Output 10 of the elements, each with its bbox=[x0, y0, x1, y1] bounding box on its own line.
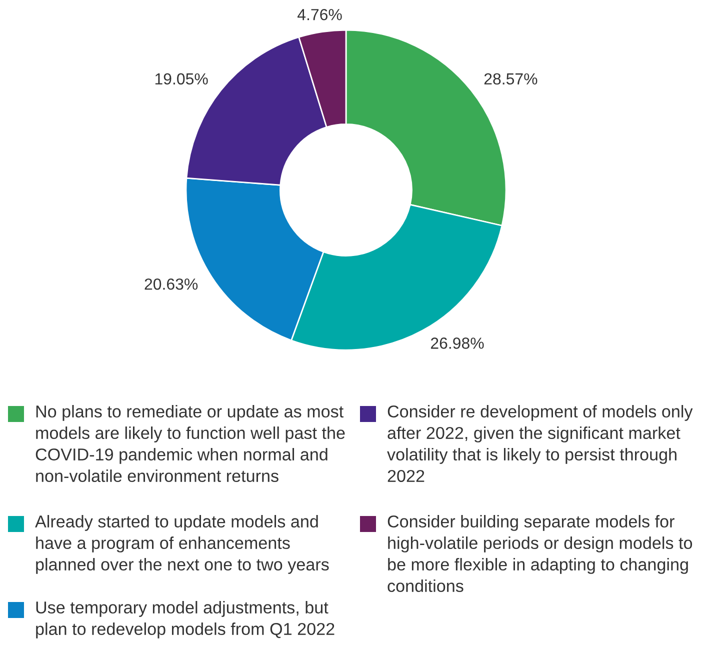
data-label: 19.05% bbox=[155, 73, 208, 85]
legend-label: Consider re development of models only after 2022, given the significant market volatility that is likely to persist through 2022 bbox=[387, 405, 693, 482]
data-label: 20.63% bbox=[144, 278, 198, 290]
data-label: 26.98% bbox=[430, 338, 484, 349]
data-label: 28.57% bbox=[484, 73, 538, 85]
legend-label: Use temporary model adjustments, but plan to redevelop models from Q1 2022 bbox=[36, 601, 334, 638]
legend-label: Already started to update models and have a program of enhancements planned over the next one to two years bbox=[35, 515, 329, 574]
legend-label: Consider building separate models for high-volatile periods or design models to be more flexible in adapting to changing conditions bbox=[388, 515, 692, 592]
data-label: 4.76% bbox=[298, 8, 342, 20]
legend-label: No plans to remediate or update as most models are likely to function well past the COVID-19 pandemic when normal and non-volatile environment returns bbox=[36, 405, 345, 482]
